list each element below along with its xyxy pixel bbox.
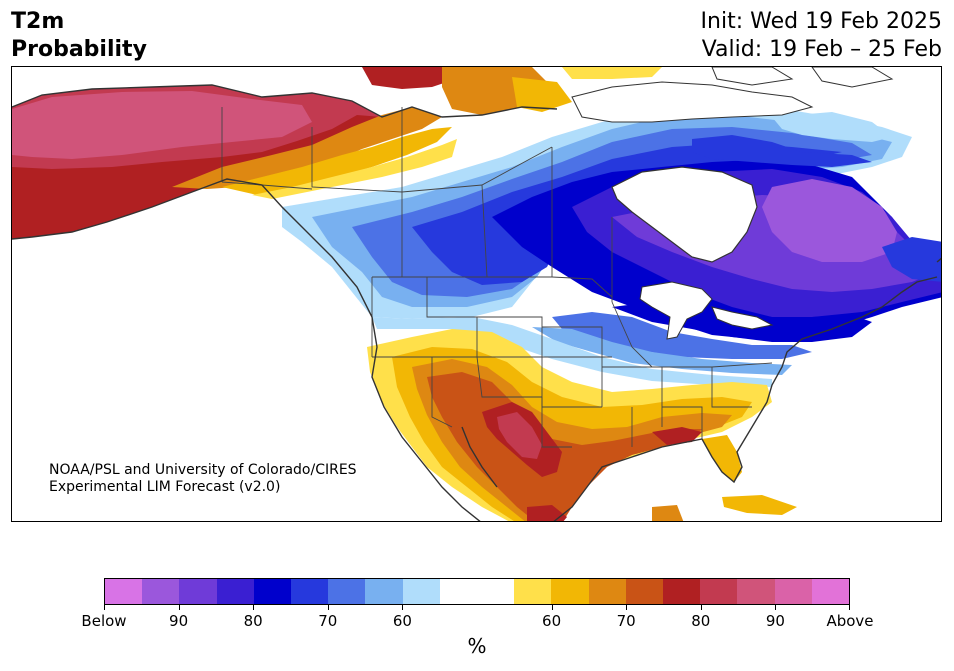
forecast-dates: Init: Wed 19 Feb 2025 Valid: 19 Feb – 25… — [701, 8, 942, 64]
colorbar-segment — [700, 579, 738, 604]
colorbar-tick-mark — [253, 605, 255, 610]
colorbar-segment — [142, 579, 180, 604]
data-credit: NOAA/PSL and University of Colorado/CIRE… — [49, 462, 357, 496]
colorbar-tick-mark — [327, 605, 329, 610]
great-lakes — [639, 281, 774, 340]
political-boundaries — [221, 107, 773, 448]
arctic-islands — [571, 67, 894, 123]
colorbar-tick-label: 90 — [765, 612, 785, 630]
hudson-strait-islands — [772, 112, 892, 142]
colorbar-tick-mark — [402, 605, 404, 610]
colorbar-tick-label: Above — [826, 612, 874, 630]
colorbar-tick-label: 70 — [616, 612, 636, 630]
colorbar-segment — [477, 579, 515, 604]
credit-line-1: NOAA/PSL and University of Colorado/CIRE… — [49, 462, 357, 478]
colorbar-tick-mark — [178, 605, 180, 610]
texas-magenta-core — [497, 412, 542, 459]
hudson-bay — [611, 166, 758, 263]
credit-line-2: Experimental LIM Forecast (v2.0) — [49, 479, 281, 495]
chart-title: T2m Probability — [11, 8, 147, 64]
colorbar-segment — [216, 579, 254, 604]
colorbar-unit: % — [467, 634, 487, 658]
colorbar-segment — [105, 579, 143, 604]
title-type: Probability — [11, 37, 147, 62]
colorbar-tick-mark — [849, 605, 850, 610]
colorbar-ticks: Below 90 80 70 60 60 70 80 90 Above — [0, 612, 954, 632]
bc-yellow — [252, 139, 457, 199]
arctic-yellow-patches — [562, 67, 662, 79]
coastlines — [12, 84, 941, 521]
colorbar-tick-mark — [626, 605, 628, 610]
colorbar-tick-label: 60 — [392, 612, 412, 630]
baffin-deep — [692, 135, 872, 167]
colorbar-segment — [439, 579, 478, 604]
colorbar-tick-mark — [104, 605, 105, 610]
title-variable: T2m — [11, 9, 65, 34]
colorbar-tick-mark — [551, 605, 553, 610]
colorbar-segment — [663, 579, 701, 604]
texas-red — [482, 402, 702, 521]
us-north-light — [372, 317, 772, 387]
colorbar-segment — [179, 579, 217, 604]
colorbar-segment — [328, 579, 366, 604]
cold-royal-blue — [412, 143, 842, 285]
colorbar-segment — [811, 579, 850, 604]
arctic-gold-north — [512, 77, 572, 112]
colorbar-tick-mark — [775, 605, 777, 610]
colorbar-tick-mark — [700, 605, 702, 610]
colorbar-segment — [737, 579, 775, 604]
colorbar-segment — [625, 579, 664, 604]
colorbar-segment — [514, 579, 552, 604]
colorbar-tick-label: 80 — [243, 612, 263, 630]
colorbar — [104, 578, 850, 605]
colorbar-tick-label: 70 — [318, 612, 338, 630]
colorbar-segment — [291, 579, 329, 604]
colorbar-segment — [253, 579, 292, 604]
us-north-blue — [552, 312, 812, 359]
florida-gold — [702, 435, 742, 482]
bc-gold — [222, 127, 452, 195]
arctic-red-north — [362, 67, 462, 89]
colorbar-segment — [551, 579, 589, 604]
yukon-orange — [172, 107, 442, 189]
colorbar-tick-label: 60 — [542, 612, 562, 630]
colorbar-tick-label: 90 — [169, 612, 189, 630]
cold-lavender-core — [762, 179, 897, 262]
colorbar-segment — [588, 579, 626, 604]
colorbar-segment — [402, 579, 440, 604]
alaska-core — [12, 91, 312, 159]
colorbar-segment — [365, 579, 403, 604]
init-date: Init: Wed 19 Feb 2025 — [700, 9, 942, 34]
cuba-gold — [722, 495, 797, 515]
probability-map — [12, 67, 941, 521]
valid-date: Valid: 19 Feb – 25 Feb — [701, 37, 942, 62]
map-panel: NOAA/PSL and University of Colorado/CIRE… — [11, 66, 942, 522]
mexico-yucatan-orange — [652, 505, 684, 521]
atlantic-blue — [882, 237, 941, 282]
colorbar-tick-label: 80 — [691, 612, 711, 630]
colorbar-tick-label: Below — [81, 612, 127, 630]
colorbar-segment — [774, 579, 812, 604]
us-north-sky — [532, 327, 792, 375]
